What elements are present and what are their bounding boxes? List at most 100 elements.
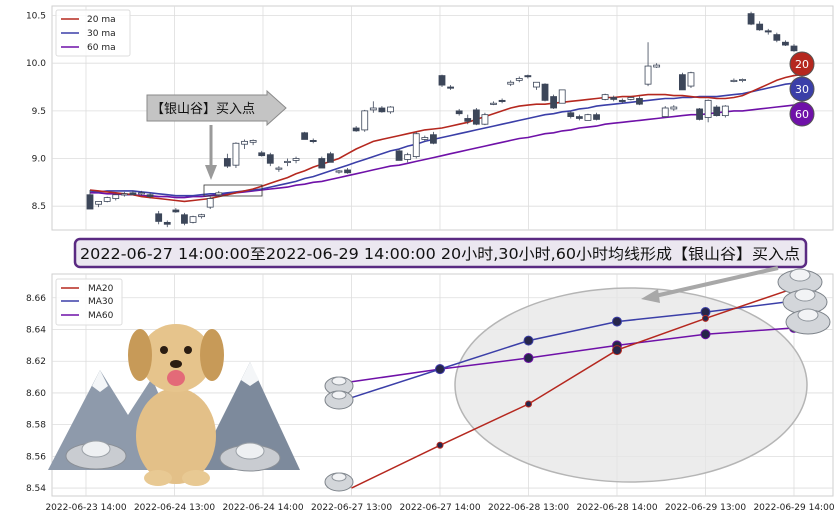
ingot-icons (324, 268, 831, 492)
dog-paw-right (182, 470, 210, 486)
candle (163, 220, 171, 228)
end-marker-20 (789, 51, 815, 77)
dog-body (136, 388, 216, 484)
candle-body (507, 81, 515, 85)
candle-body (575, 116, 583, 119)
candle-body (309, 139, 317, 142)
ellipse-pointer-shaft (654, 266, 779, 298)
candle-body (515, 78, 523, 81)
callout-label: 【银山谷】买入点 (151, 102, 255, 117)
candle-body (464, 118, 472, 122)
candle (764, 28, 772, 35)
candle-body (610, 97, 618, 100)
ma60-point (523, 353, 534, 364)
candle-body (172, 209, 180, 213)
ma30-point (435, 364, 445, 375)
ingot-icon (777, 268, 831, 335)
candle (430, 131, 437, 145)
mountain-left-snowcap (92, 370, 108, 392)
candle-body (593, 114, 600, 120)
candle-body (558, 89, 566, 104)
candle-body (335, 170, 343, 173)
candle-body (412, 133, 420, 158)
dog-ear-right (200, 329, 224, 381)
ma60-point (700, 329, 711, 340)
candle (584, 113, 592, 121)
candle (730, 78, 738, 83)
candle (284, 158, 291, 167)
candle (653, 63, 661, 68)
candle (739, 78, 746, 83)
candle (515, 76, 523, 83)
candle (593, 112, 600, 121)
top-gridlines (52, 6, 833, 230)
candle-body (490, 102, 497, 105)
candle-body (498, 99, 506, 102)
bottom-x-tick-label: 2022-06-23 14:00 (45, 503, 126, 513)
candle (266, 152, 274, 167)
silver-ingot-right-top (235, 442, 265, 460)
legend-label-ma20: 20 ma (87, 15, 116, 25)
candle-body (86, 194, 94, 210)
end-marker-30 (789, 76, 815, 102)
candle-body (747, 13, 755, 25)
bottom-x-tick-label: 2022-06-24 13:00 (134, 503, 215, 513)
top-y-tick-label: 9.5 (32, 107, 46, 117)
candle-body (95, 201, 102, 205)
candle (378, 106, 386, 113)
top-y-tick-label: 9.0 (32, 155, 47, 165)
candle-body (275, 167, 283, 170)
candle-body (713, 106, 721, 117)
candle (112, 193, 120, 201)
candle (575, 114, 583, 121)
candle (301, 131, 309, 140)
candle-body (395, 150, 403, 161)
candle (756, 21, 764, 31)
candle-body (670, 106, 678, 110)
candle-body (782, 41, 789, 46)
candle-body (138, 192, 145, 195)
candle (172, 208, 180, 213)
dog-mountain-illustration (48, 324, 300, 486)
candle-body (481, 114, 489, 125)
candle-body (163, 221, 171, 225)
candle (498, 98, 506, 104)
candle (438, 74, 446, 88)
candle-body (146, 194, 154, 198)
candle-body (764, 30, 772, 33)
bottom-y-tick-label: 8.62 (26, 357, 46, 367)
candle (309, 138, 317, 144)
candle (464, 114, 472, 125)
candle-body (721, 105, 729, 117)
ellipse-pointer-head (641, 289, 660, 303)
candle-body (678, 74, 686, 91)
bottom-x-tick-label: 2022-06-27 13:00 (311, 503, 392, 513)
top-y-axis: 10.5 10.0 9.5 9.0 8.5 (26, 12, 46, 213)
end-marker-60 (789, 101, 815, 127)
candle-body (198, 214, 206, 218)
candle-body (541, 83, 549, 101)
candle-body (472, 109, 480, 125)
candle (189, 215, 197, 224)
candle (447, 85, 454, 90)
consolidation-box (203, 184, 263, 197)
bottom-x-tick-label: 2022-06-28 14:00 (576, 503, 657, 513)
end-marker-60-label: 60 (795, 108, 809, 121)
candle-body (181, 214, 188, 224)
candle-body (301, 132, 309, 140)
candle-body (352, 127, 360, 132)
bottom-panel: 8.54 8.56 8.58 8.60 8.62 8.64 8.66 2022-06-23 … (26, 266, 835, 513)
top-panel: 10.5 10.0 9.5 9.0 8.5 【银山谷】买入点 20 ma 30 ma 6… (26, 5, 834, 231)
bottom-legend: MA20 MA30 MA60 (55, 278, 123, 326)
candle-body (318, 158, 326, 169)
candle-body (550, 96, 558, 109)
candle (120, 191, 128, 197)
candle-body (326, 153, 334, 163)
buy-point-callout: 【银山谷】买入点 (146, 89, 287, 180)
candle-body (653, 64, 661, 68)
dog-paw-left (144, 470, 172, 486)
candle-body (421, 137, 429, 140)
ellipse-pointer-arrow (641, 266, 779, 303)
candle (292, 156, 300, 164)
candle-body (739, 78, 746, 81)
